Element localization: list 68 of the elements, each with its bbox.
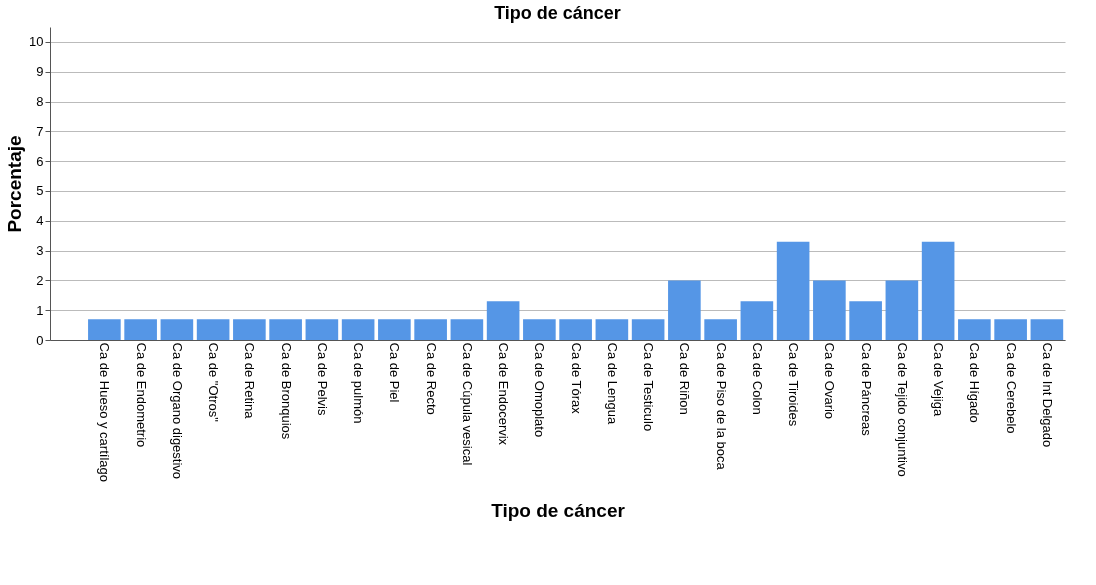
bar <box>885 280 919 340</box>
bar <box>740 301 774 340</box>
x-tick-label: Ca de Omoplato <box>532 342 548 438</box>
bar <box>813 280 846 340</box>
y-tick-label: 0 <box>36 332 44 348</box>
bar <box>776 241 810 340</box>
x-tick-label: Ca de Retina <box>242 342 258 420</box>
y-axis-title: Porcentaje <box>4 135 26 233</box>
x-tick-label: Ca de Tiroides <box>786 342 802 427</box>
x-tick-label: Ca de Testiculo <box>641 342 657 432</box>
x-tick-label: Ca de Endocervix <box>496 342 512 446</box>
bar <box>994 319 1027 340</box>
x-tick-label: Ca de Colon <box>749 342 765 415</box>
bar <box>849 301 882 340</box>
bar <box>668 280 701 340</box>
bar <box>269 319 302 340</box>
bar <box>958 319 991 340</box>
y-tick-label: 7 <box>36 123 44 139</box>
y-tick-label: 2 <box>36 272 44 288</box>
x-axis-title: Tipo de cáncer <box>491 499 626 521</box>
y-tick-label: 10 <box>29 34 44 50</box>
x-tick-label: Ca de Bronquios <box>278 342 294 440</box>
y-tick-label: 1 <box>36 302 44 318</box>
x-tick-label: Ca de Hueso y cartílago <box>97 342 113 482</box>
x-tick-label: Ca de Int Delgado <box>1039 342 1055 448</box>
x-tick-label: Ca de Vejiga <box>931 342 947 417</box>
bar <box>523 319 556 340</box>
x-tick-label: Ca de pulmón <box>351 342 367 424</box>
bar <box>414 319 447 340</box>
x-tick-label: Ca de Tejido conjuntivo <box>894 342 910 477</box>
bar <box>1030 319 1064 340</box>
bar <box>378 319 411 340</box>
y-tick-label: 4 <box>36 213 44 229</box>
x-tick-label: Ca de Endometrio <box>133 342 149 448</box>
bar <box>921 241 955 340</box>
x-tick-label: Ca de Pelvis <box>314 342 330 416</box>
bar <box>486 301 520 340</box>
x-tick-label: Ca de Organo digestivo <box>169 342 185 480</box>
bar <box>559 319 592 340</box>
bar <box>233 319 266 340</box>
bar <box>595 319 629 340</box>
bar <box>124 319 157 340</box>
x-tick-label: Ca de Piel <box>387 342 403 403</box>
y-tick-label: 5 <box>36 183 44 199</box>
x-tick-label: Ca de Tórax <box>568 342 584 415</box>
x-tick-label: Ca de Piso de la boca <box>713 342 729 471</box>
x-tick-label: Ca de Lengua <box>604 342 620 425</box>
bar <box>160 319 194 340</box>
y-tick-label: 3 <box>36 243 44 259</box>
x-tick-label: Ca de Recto <box>423 342 439 415</box>
x-tick-label: Ca de Páncreas <box>858 342 874 437</box>
y-tick-label: 8 <box>36 94 44 110</box>
x-tick-label: Ca de Cúpula vesical <box>459 342 475 466</box>
chart-title: Tipo de cáncer <box>494 3 621 23</box>
x-tick-label: Ca de Hígado <box>967 342 983 423</box>
y-tick-label: 6 <box>36 153 44 169</box>
bar <box>704 319 737 340</box>
x-tick-label: Ca de Ovario <box>822 342 838 420</box>
x-tick-label: Ca de "Otros" <box>206 342 222 423</box>
x-tick-label: Ca de Riñon <box>677 342 693 415</box>
bar <box>450 319 484 340</box>
bar <box>305 319 339 340</box>
bar <box>631 319 665 340</box>
y-tick-label: 9 <box>36 64 44 80</box>
bar <box>341 319 375 340</box>
x-tick-label: Ca de Cerebelo <box>1003 342 1019 434</box>
bar <box>196 319 230 340</box>
bar <box>88 319 121 340</box>
